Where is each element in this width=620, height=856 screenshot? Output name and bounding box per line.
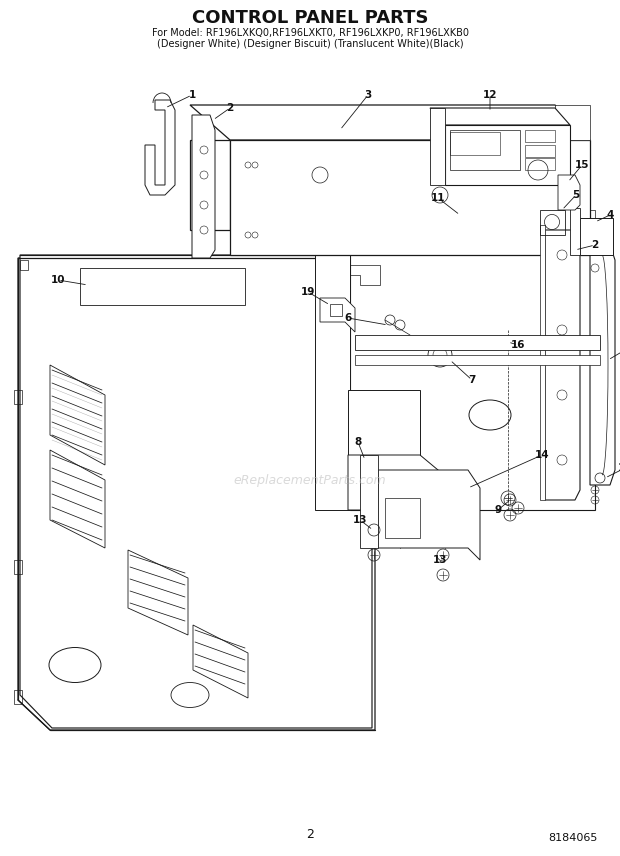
Text: eReplacementParts.com: eReplacementParts.com	[234, 473, 386, 486]
Polygon shape	[430, 108, 445, 185]
Text: (Designer White) (Designer Biscuit) (Translucent White)(Black): (Designer White) (Designer Biscuit) (Tra…	[157, 39, 463, 49]
Polygon shape	[18, 258, 375, 730]
Polygon shape	[445, 125, 570, 185]
Text: 13: 13	[353, 515, 367, 525]
Text: 2: 2	[226, 103, 234, 113]
Polygon shape	[360, 455, 378, 548]
Text: 14: 14	[534, 450, 549, 460]
Polygon shape	[570, 208, 580, 255]
Polygon shape	[192, 115, 215, 258]
Polygon shape	[315, 210, 350, 510]
Text: CONTROL PANEL PARTS: CONTROL PANEL PARTS	[192, 9, 428, 27]
Text: 13: 13	[433, 555, 447, 565]
Polygon shape	[315, 210, 595, 245]
Polygon shape	[378, 470, 480, 560]
Polygon shape	[230, 140, 590, 255]
Polygon shape	[540, 225, 545, 500]
Polygon shape	[145, 100, 175, 195]
Polygon shape	[590, 245, 615, 485]
Text: 3: 3	[365, 90, 371, 100]
Polygon shape	[190, 105, 590, 140]
Polygon shape	[348, 455, 450, 520]
Text: 16: 16	[511, 340, 525, 350]
Text: 8: 8	[355, 437, 361, 447]
Text: 10: 10	[51, 275, 65, 285]
Text: 1: 1	[188, 90, 196, 100]
Text: 7: 7	[468, 375, 476, 385]
Polygon shape	[320, 298, 355, 332]
Text: 13: 13	[618, 463, 620, 473]
Polygon shape	[555, 105, 590, 140]
Polygon shape	[558, 175, 580, 210]
Text: 12: 12	[483, 90, 497, 100]
Polygon shape	[348, 390, 420, 510]
Text: 6: 6	[344, 313, 352, 323]
Text: 19: 19	[301, 287, 315, 297]
Polygon shape	[355, 355, 600, 365]
Text: 2: 2	[591, 240, 599, 250]
Polygon shape	[20, 255, 372, 728]
Text: 8184065: 8184065	[549, 833, 598, 843]
Text: For Model: RF196LXKQ0,RF196LXKT0, RF196LXKP0, RF196LXKB0: For Model: RF196LXKQ0,RF196LXKT0, RF196L…	[151, 28, 469, 38]
Text: 4: 4	[606, 210, 614, 220]
Polygon shape	[355, 335, 600, 350]
Text: 11: 11	[431, 193, 445, 203]
Text: 15: 15	[575, 160, 589, 170]
Polygon shape	[580, 218, 613, 255]
Text: 2: 2	[306, 829, 314, 841]
Polygon shape	[350, 245, 595, 510]
Text: 5: 5	[572, 190, 580, 200]
Polygon shape	[430, 108, 570, 125]
Polygon shape	[190, 140, 230, 230]
Polygon shape	[545, 230, 580, 500]
Text: 9: 9	[494, 505, 502, 515]
